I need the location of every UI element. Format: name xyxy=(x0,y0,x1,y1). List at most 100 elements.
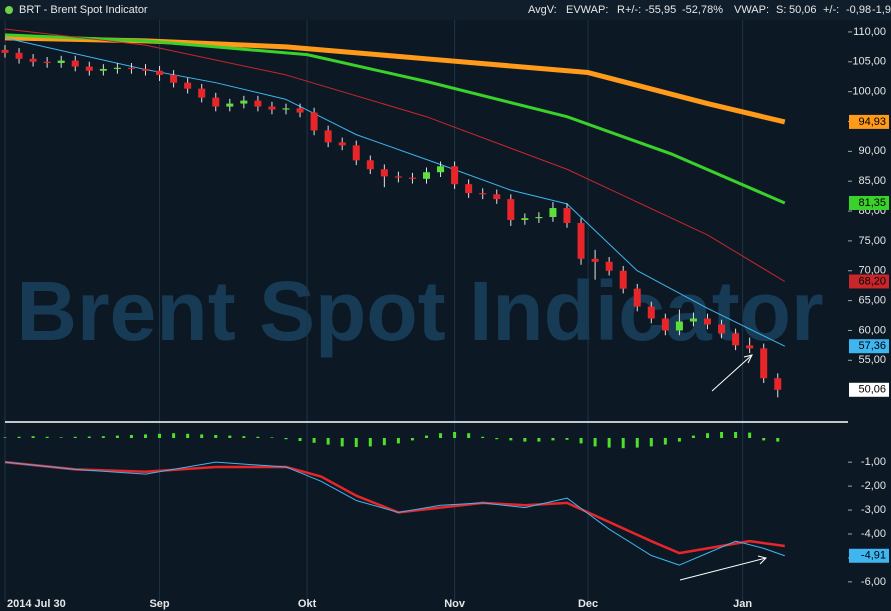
candle-body xyxy=(732,333,740,346)
candle-body xyxy=(507,199,515,220)
header: BRT - Brent Spot Indicator AvgV: EVWAP: R+… xyxy=(5,4,891,16)
histogram-bar xyxy=(495,438,499,440)
histogram-bar xyxy=(691,435,695,438)
candle-body xyxy=(1,49,9,53)
candle-body xyxy=(408,177,416,179)
histogram-bar xyxy=(326,438,330,445)
histogram-bar xyxy=(3,437,7,438)
histogram-bar xyxy=(368,438,372,447)
y-tick-label: -2,00 xyxy=(861,480,886,492)
header-field: AvgV: xyxy=(528,4,557,16)
candle-body xyxy=(521,218,529,220)
candle-body xyxy=(493,194,501,200)
y-tick-label: -1,00 xyxy=(861,456,886,468)
value-tag xyxy=(849,548,889,563)
histogram-bar xyxy=(551,438,555,441)
candle-body xyxy=(619,270,627,289)
candle-body xyxy=(746,345,754,349)
header-field: 50,06 xyxy=(789,4,817,16)
candle-body xyxy=(465,184,473,194)
histogram-bar xyxy=(762,438,766,441)
y-tick-label: 55,00 xyxy=(858,354,886,366)
histogram-bar xyxy=(284,438,288,440)
histogram-bar xyxy=(270,437,274,438)
header-bar xyxy=(0,0,891,20)
oscillator-line xyxy=(4,461,785,566)
header-field: -52,78% xyxy=(682,4,723,16)
histogram-bar xyxy=(734,432,738,438)
histogram-bar xyxy=(396,438,400,444)
y-tick-label: -3,00 xyxy=(861,504,886,516)
value-tag xyxy=(849,114,889,129)
x-tick-label: 2014 Jul 30 xyxy=(7,598,66,610)
candle-body xyxy=(675,321,683,331)
candle-body xyxy=(85,66,93,71)
candle-body xyxy=(661,318,669,331)
candle-body xyxy=(240,100,248,104)
value-tag xyxy=(849,195,889,210)
candle-body xyxy=(184,82,192,89)
histogram-bar xyxy=(748,432,752,438)
candle-body xyxy=(57,60,65,63)
watermark: Brent Spot Indicator xyxy=(16,264,823,358)
histogram-bar xyxy=(214,435,218,438)
annotation-arrows xyxy=(679,354,767,581)
value-tag xyxy=(849,339,889,354)
histogram-bar xyxy=(706,433,709,438)
histogram-bar xyxy=(45,436,49,438)
histogram-bar xyxy=(340,438,344,447)
histogram-bar xyxy=(425,435,428,438)
arrow xyxy=(679,557,767,581)
candle-body xyxy=(718,324,726,334)
histogram-bar xyxy=(410,438,414,441)
header-field: R+/-: xyxy=(617,4,641,16)
x-tick-label: Dec xyxy=(578,598,598,610)
value-tag-label: 57,36 xyxy=(858,340,886,352)
candle-body xyxy=(43,61,51,63)
status-dot xyxy=(5,6,13,14)
histogram-bar xyxy=(228,435,232,438)
x-tick-label: Nov xyxy=(444,598,466,610)
y-tick-label: 110,00 xyxy=(853,26,886,38)
candle-body xyxy=(535,217,543,219)
histogram-bar xyxy=(593,438,597,447)
histogram-bar xyxy=(129,435,133,438)
value-tag-label: 68,20 xyxy=(858,275,886,287)
histogram-bar xyxy=(635,438,639,448)
y-tick-label: 60,00 xyxy=(858,324,886,336)
candle-body xyxy=(254,100,262,107)
candle-body xyxy=(127,67,135,69)
candle-body xyxy=(366,160,374,170)
histogram-bar xyxy=(776,438,780,442)
y-tick-label: 70,00 xyxy=(858,265,886,277)
candle-body xyxy=(605,261,613,271)
histogram-bar xyxy=(73,436,77,438)
y-tick-label: 100,00 xyxy=(852,86,886,98)
histogram-bar xyxy=(467,433,471,438)
histogram-bar xyxy=(158,433,162,438)
histogram-bar xyxy=(607,438,611,448)
candle-body xyxy=(212,97,220,107)
x-tick-label: Sep xyxy=(149,598,169,610)
histogram-bar xyxy=(242,436,246,438)
header-field: -1,9 xyxy=(872,4,891,16)
histogram-bar xyxy=(677,438,681,442)
value-tag-label: 94,93 xyxy=(858,116,886,128)
x-tick-label: Jan xyxy=(733,598,752,610)
candle-body xyxy=(142,68,149,71)
value-tag xyxy=(849,274,889,289)
candle-body xyxy=(324,130,332,143)
arrow-head xyxy=(757,555,767,565)
histogram-bar xyxy=(144,434,147,438)
y-tick-label: 105,00 xyxy=(852,56,886,68)
header-field: -0,98 xyxy=(846,4,871,16)
header-field: -55,95 xyxy=(645,4,676,16)
symbol-title: BRT - Brent Spot Indicator xyxy=(19,4,148,16)
header-field: VWAP: xyxy=(734,4,769,16)
candle-body xyxy=(156,70,164,75)
candle-body xyxy=(310,112,318,131)
histogram-bar xyxy=(87,436,91,438)
value-tag-label: -4,91 xyxy=(861,550,886,562)
candle-body xyxy=(226,103,234,107)
candle-body xyxy=(113,67,121,69)
